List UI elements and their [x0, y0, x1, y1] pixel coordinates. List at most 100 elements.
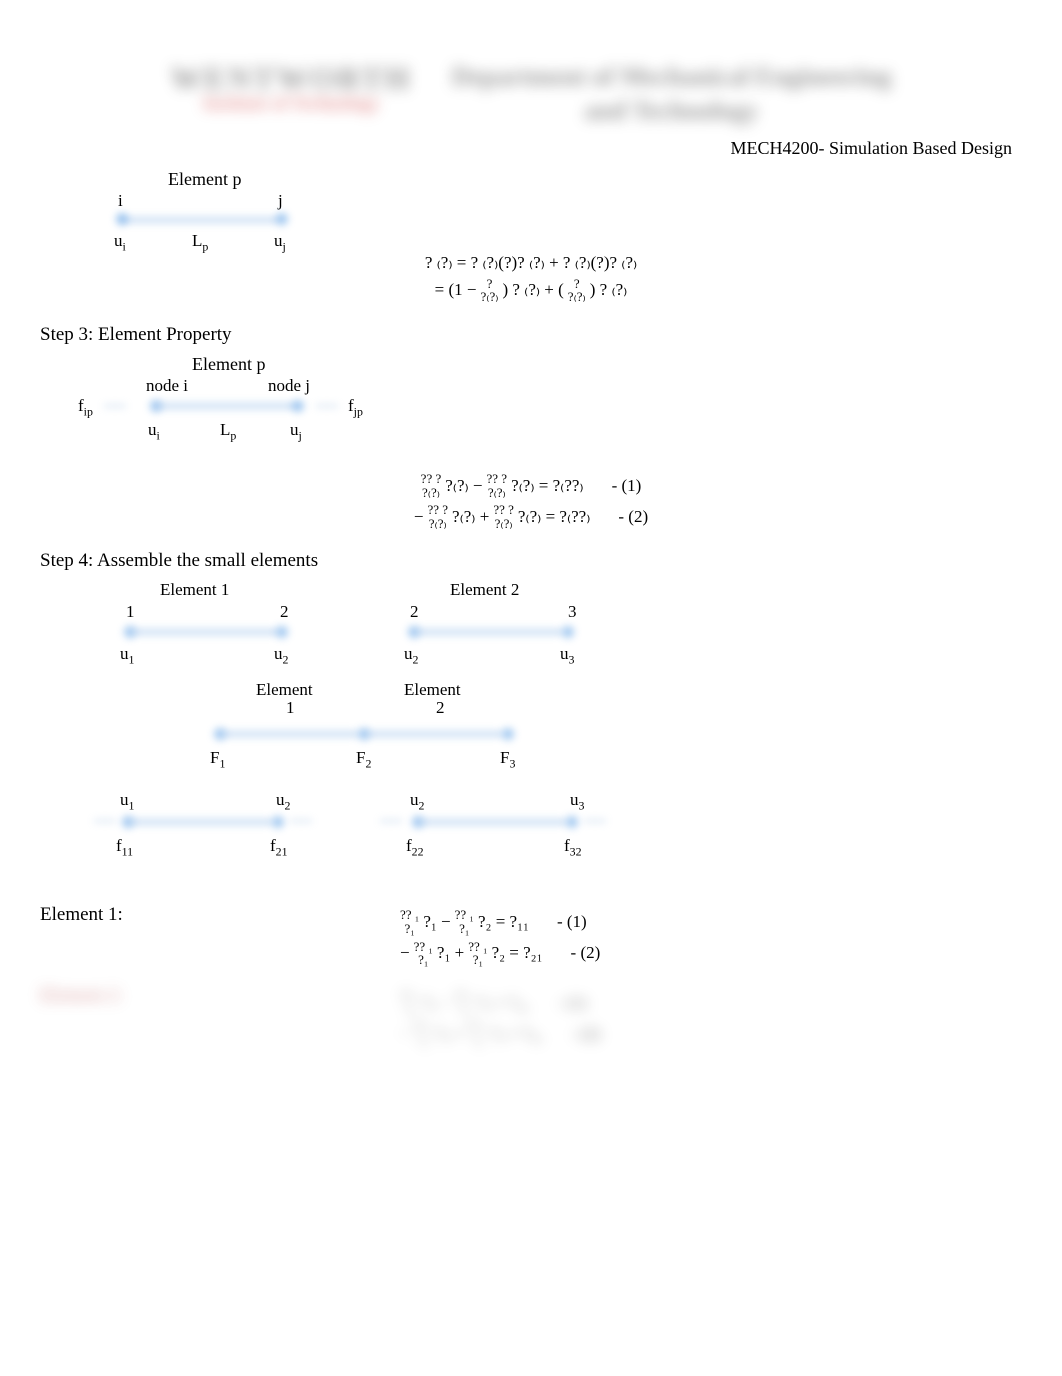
element-1-num: 1: [286, 698, 295, 718]
element-p-title2: Element p: [192, 354, 265, 375]
fraction: ?? ??₍?₎: [487, 472, 508, 499]
fraction: ?? ₁?₁: [468, 940, 487, 967]
eq-text: ) ? ₍?₎ + (: [502, 280, 563, 300]
bar-element-p2: [156, 403, 296, 409]
eq-text: ? ₍?₎ = ? ₍?₎(?)? ₍?₎ + ? ₍?₎(?)? ₍?₎: [425, 253, 637, 273]
label-ui: ui: [114, 231, 126, 254]
eq-text: ?₃ = ?₃₂: [492, 1024, 543, 1044]
fraction: ?? ??₍?₎: [427, 503, 448, 530]
element-p-diagram-1: Element p i j ui Lp uj: [100, 169, 340, 269]
fraction: ?? ₁?₁: [400, 908, 419, 935]
node-2b-label: 2: [410, 602, 419, 622]
page-header: WENTWORTH Institute of Technology Depart…: [40, 60, 1022, 159]
label-i: i: [118, 191, 123, 211]
u2-d: u2: [410, 790, 424, 813]
node-2-dot: [276, 626, 288, 638]
element-p-title: Element p: [168, 169, 241, 190]
element1-eqs: ?? ₁?₁ ?₁ − ?? ₁?₁ ?₂ = ?₁₁ - (1) − ?? ₁…: [400, 904, 600, 971]
element-label: Element: [256, 680, 313, 700]
label-node-j: node j: [268, 376, 310, 396]
two-elements-diagram: Element 1 1 2 u1 u2 Element 2 2 3 u2 u3: [90, 580, 1022, 680]
eq-number: - (1): [612, 476, 642, 496]
label-fjp: fjp: [348, 396, 363, 419]
node-3-dot: [562, 626, 574, 638]
f32-label: f32: [564, 836, 582, 859]
eq-text: ?₂ = ?₂₁: [492, 943, 543, 963]
f-node4: [566, 816, 578, 828]
element-p-diagram-2: Element p node i node j fip fjp ui Lp uj: [70, 354, 410, 464]
header-blur-block: WENTWORTH Institute of Technology Depart…: [40, 60, 1022, 128]
fraction: ?? ₂?₂: [455, 989, 474, 1016]
institution-name: WENTWORTH: [171, 60, 412, 97]
arrow-left: [104, 405, 126, 407]
eq-text: ?₁ −: [423, 912, 450, 932]
element2-title: Element 2: [450, 580, 519, 600]
u2b-label: u2: [404, 644, 418, 667]
element-2-num: 2: [436, 698, 445, 718]
element1-title: Element 1: [160, 580, 229, 600]
arrow-f11-in: [94, 820, 116, 822]
f22-label: f22: [406, 836, 424, 859]
label-uj2: uj: [290, 420, 302, 443]
element1-label: Element 1:: [40, 904, 360, 926]
fraction: ??₍?₎: [481, 277, 499, 304]
fraction: ??₍?₎: [568, 277, 586, 304]
element1-row: Element 1: ?? ₁?₁ ?₁ − ?? ₁?₁ ?₂ = ?₁₁ -…: [40, 904, 1022, 971]
eq-number: - (2): [571, 1024, 601, 1044]
F3-label: F3: [500, 748, 515, 771]
eq-text: −: [400, 1024, 410, 1044]
eq-number: - (1): [557, 993, 587, 1013]
u2-c: u2: [276, 790, 290, 813]
node-j-dot2: [292, 400, 304, 412]
department-line2: and Technology: [452, 94, 892, 128]
eq-text: ) ? ₍?₎: [590, 280, 628, 300]
node-2-label: 2: [280, 602, 289, 622]
u3-c: u3: [570, 790, 584, 813]
step4-heading: Step 4: Assemble the small elements: [40, 550, 1022, 572]
step3-eq1: ?? ??₍?₎ ?₍?₎ − ?? ??₍?₎ ?₍?₎ = ?₍??₎ - …: [40, 472, 1022, 499]
arrow-right: [316, 405, 338, 407]
node-1-label: 1: [126, 602, 135, 622]
f-bar2: [420, 819, 566, 825]
eq-text: ?₍?₎ −: [445, 476, 482, 496]
label-node-i: node i: [146, 376, 188, 396]
eq-text: = (1 −: [435, 280, 477, 300]
step3-heading: Step 3: Element Property: [40, 324, 1022, 346]
eq-text: ?₂ −: [423, 993, 450, 1013]
eq-number: - (2): [618, 507, 648, 527]
eq-text: ?₂ +: [437, 1024, 464, 1044]
assembled-chain-diagram: Element 1 Element 2 F1 F2 F3: [180, 680, 1022, 790]
label-j: j: [278, 191, 283, 211]
eq-text: −: [400, 943, 410, 963]
eq-text: ?₍?₎ = ?₍??₎: [518, 507, 591, 527]
bar-e1: [132, 629, 278, 635]
label-lp2: Lp: [220, 420, 236, 443]
arrow-f32-in: [584, 820, 606, 822]
fraction: ?? ₁?₁: [414, 940, 433, 967]
el2-eq2: − ?? ₂?₂ ?₂ + ?? ₂?₂ ?₃ = ?₃₂ - (2): [400, 1020, 600, 1047]
el1-eq2: − ?? ₁?₁ ?₁ + ?? ₁?₁ ?₂ = ?₂₁ - (2): [400, 940, 600, 967]
fraction: ?? ₂?₂: [400, 989, 419, 1016]
fraction: ?? ₁?₁: [455, 908, 474, 935]
bar-e2: [416, 629, 562, 635]
f-node2: [272, 816, 284, 828]
label-uj: uj: [274, 231, 286, 254]
F1-label: F1: [210, 748, 225, 771]
department-line1: Department of Mechanical Engineering: [452, 60, 892, 94]
eq-text: ?₍?₎ = ?₍??₎: [511, 476, 584, 496]
institution-block: WENTWORTH Institute of Technology: [171, 60, 412, 114]
eq-text: ?₁ +: [437, 943, 464, 963]
u3-label: u3: [560, 644, 574, 667]
el2-eq1: ?? ₂?₂ ?₂ − ?? ₂?₂ ?₃ = ?₂₂ - (1): [400, 989, 600, 1016]
chain-bar1: [222, 731, 358, 737]
chain-bar2: [366, 731, 502, 737]
node-i-dot: [116, 213, 128, 225]
el1-eq1: ?? ₁?₁ ?₁ − ?? ₁?₁ ?₂ = ?₁₁ - (1): [400, 908, 600, 935]
label-fip: fip: [78, 396, 93, 419]
f11-label: f11: [116, 836, 133, 859]
element2-label: Element 2:: [40, 985, 360, 1007]
node-3-label: 3: [568, 602, 577, 622]
arrow-f22-in: [380, 820, 402, 822]
element2-eqs: ?? ₂?₂ ?₂ − ?? ₂?₂ ?₃ = ?₂₂ - (1) − ?? ₂…: [400, 985, 600, 1052]
course-code: MECH4200- Simulation Based Design: [40, 138, 1012, 159]
